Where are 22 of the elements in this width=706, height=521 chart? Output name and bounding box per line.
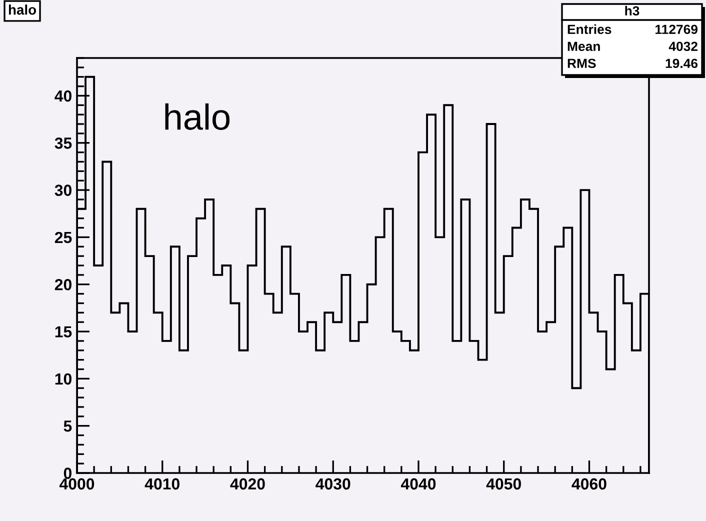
y-tick-label: 10	[55, 373, 72, 385]
x-tick-label: 4040	[400, 478, 436, 490]
y-tick-label: 15	[55, 326, 72, 338]
text: Mean 4032	[568, 42, 698, 52]
text: Entries 112769	[568, 24, 698, 34]
x-tick-label: 4050	[486, 478, 521, 490]
x-tick-label: 4020	[230, 478, 265, 490]
y-tick-label: 5	[64, 420, 72, 432]
annotation: halo	[165, 103, 230, 130]
x-tick-label: 4030	[316, 478, 350, 490]
x-tick-label: 4010	[144, 478, 180, 490]
y-tick-label: 30	[54, 184, 72, 196]
y-tick-label: 20	[54, 279, 72, 290]
y-tick-label: 0	[64, 468, 72, 479]
x-tick-label: 4000	[59, 478, 94, 490]
x-tick-label: 4060	[572, 478, 606, 490]
y-tick-label: 35	[54, 138, 72, 149]
y-tick-label: 40	[54, 90, 72, 102]
text: RMS 19.46	[568, 58, 698, 68]
y-tick-label: 25	[54, 232, 72, 244]
text: h3	[625, 6, 640, 16]
chart-title: halo	[8, 4, 36, 15]
